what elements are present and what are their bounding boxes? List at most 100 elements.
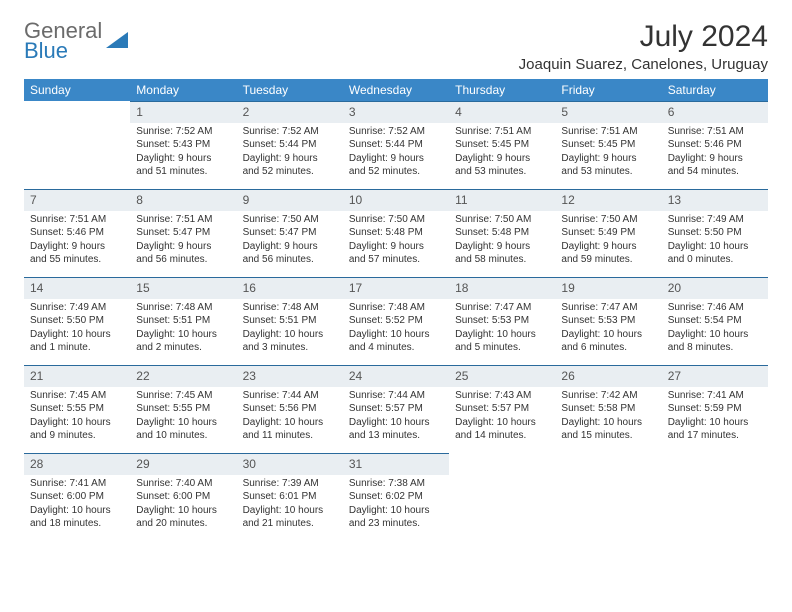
day-body: Sunrise: 7:51 AMSunset: 5:45 PMDaylight:…: [449, 123, 555, 179]
calendar-cell: 5Sunrise: 7:51 AMSunset: 5:45 PMDaylight…: [555, 101, 661, 189]
day-number: 25: [449, 365, 555, 387]
calendar-cell: 13Sunrise: 7:49 AMSunset: 5:50 PMDayligh…: [662, 189, 768, 277]
daylight-text: Daylight: 10 hours and 6 minutes.: [561, 328, 655, 355]
day-body: Sunrise: 7:46 AMSunset: 5:54 PMDaylight:…: [662, 299, 768, 355]
calendar-cell: 18Sunrise: 7:47 AMSunset: 5:53 PMDayligh…: [449, 277, 555, 365]
calendar-cell: [662, 453, 768, 541]
day-number: 21: [24, 365, 130, 387]
day-body: Sunrise: 7:52 AMSunset: 5:44 PMDaylight:…: [237, 123, 343, 179]
calendar-week-row: 1Sunrise: 7:52 AMSunset: 5:43 PMDaylight…: [24, 101, 768, 189]
calendar-cell: 27Sunrise: 7:41 AMSunset: 5:59 PMDayligh…: [662, 365, 768, 453]
calendar-cell: 26Sunrise: 7:42 AMSunset: 5:58 PMDayligh…: [555, 365, 661, 453]
sunrise-text: Sunrise: 7:52 AM: [136, 125, 230, 139]
calendar-cell: 7Sunrise: 7:51 AMSunset: 5:46 PMDaylight…: [24, 189, 130, 277]
daylight-text: Daylight: 9 hours and 56 minutes.: [243, 240, 337, 267]
day-number: 3: [343, 101, 449, 123]
calendar-week-row: 21Sunrise: 7:45 AMSunset: 5:55 PMDayligh…: [24, 365, 768, 453]
calendar-cell: 2Sunrise: 7:52 AMSunset: 5:44 PMDaylight…: [237, 101, 343, 189]
daylight-text: Daylight: 10 hours and 4 minutes.: [349, 328, 443, 355]
calendar-cell: 21Sunrise: 7:45 AMSunset: 5:55 PMDayligh…: [24, 365, 130, 453]
calendar-cell: 28Sunrise: 7:41 AMSunset: 6:00 PMDayligh…: [24, 453, 130, 541]
sunset-text: Sunset: 5:45 PM: [455, 138, 549, 152]
day-body: Sunrise: 7:48 AMSunset: 5:51 PMDaylight:…: [130, 299, 236, 355]
daylight-text: Daylight: 9 hours and 52 minutes.: [243, 152, 337, 179]
day-number: 17: [343, 277, 449, 299]
daylight-text: Daylight: 10 hours and 9 minutes.: [30, 416, 124, 443]
sunrise-text: Sunrise: 7:39 AM: [243, 477, 337, 491]
calendar-table: Sunday Monday Tuesday Wednesday Thursday…: [24, 79, 768, 541]
day-number: 20: [662, 277, 768, 299]
calendar-cell: [449, 453, 555, 541]
sunrise-text: Sunrise: 7:48 AM: [136, 301, 230, 315]
sunrise-text: Sunrise: 7:43 AM: [455, 389, 549, 403]
sunset-text: Sunset: 5:55 PM: [136, 402, 230, 416]
logo-line2: Blue: [24, 40, 102, 62]
day-body: Sunrise: 7:50 AMSunset: 5:47 PMDaylight:…: [237, 211, 343, 267]
calendar-cell: 3Sunrise: 7:52 AMSunset: 5:44 PMDaylight…: [343, 101, 449, 189]
sunrise-text: Sunrise: 7:46 AM: [668, 301, 762, 315]
sunrise-text: Sunrise: 7:51 AM: [136, 213, 230, 227]
sunset-text: Sunset: 5:51 PM: [243, 314, 337, 328]
daylight-text: Daylight: 10 hours and 21 minutes.: [243, 504, 337, 531]
sunset-text: Sunset: 5:55 PM: [30, 402, 124, 416]
sunset-text: Sunset: 6:02 PM: [349, 490, 443, 504]
daylight-text: Daylight: 10 hours and 23 minutes.: [349, 504, 443, 531]
sunrise-text: Sunrise: 7:47 AM: [455, 301, 549, 315]
sunset-text: Sunset: 5:46 PM: [30, 226, 124, 240]
calendar-cell: 22Sunrise: 7:45 AMSunset: 5:55 PMDayligh…: [130, 365, 236, 453]
daylight-text: Daylight: 9 hours and 51 minutes.: [136, 152, 230, 179]
daylight-text: Daylight: 9 hours and 52 minutes.: [349, 152, 443, 179]
weekday-row: Sunday Monday Tuesday Wednesday Thursday…: [24, 79, 768, 101]
calendar-cell: 9Sunrise: 7:50 AMSunset: 5:47 PMDaylight…: [237, 189, 343, 277]
daylight-text: Daylight: 10 hours and 10 minutes.: [136, 416, 230, 443]
day-number: 18: [449, 277, 555, 299]
sunset-text: Sunset: 5:46 PM: [668, 138, 762, 152]
sunrise-text: Sunrise: 7:52 AM: [349, 125, 443, 139]
sunrise-text: Sunrise: 7:47 AM: [561, 301, 655, 315]
sunrise-text: Sunrise: 7:44 AM: [243, 389, 337, 403]
day-body: Sunrise: 7:41 AMSunset: 5:59 PMDaylight:…: [662, 387, 768, 443]
day-body: Sunrise: 7:48 AMSunset: 5:51 PMDaylight:…: [237, 299, 343, 355]
sunset-text: Sunset: 5:57 PM: [349, 402, 443, 416]
sunset-text: Sunset: 6:00 PM: [30, 490, 124, 504]
calendar-cell: 11Sunrise: 7:50 AMSunset: 5:48 PMDayligh…: [449, 189, 555, 277]
sunset-text: Sunset: 5:45 PM: [561, 138, 655, 152]
daylight-text: Daylight: 9 hours and 53 minutes.: [561, 152, 655, 179]
calendar-week-row: 7Sunrise: 7:51 AMSunset: 5:46 PMDaylight…: [24, 189, 768, 277]
daylight-text: Daylight: 10 hours and 18 minutes.: [30, 504, 124, 531]
day-number: 30: [237, 453, 343, 475]
sunrise-text: Sunrise: 7:50 AM: [243, 213, 337, 227]
sunset-text: Sunset: 5:43 PM: [136, 138, 230, 152]
weekday-header: Wednesday: [343, 79, 449, 101]
calendar-cell: 29Sunrise: 7:40 AMSunset: 6:00 PMDayligh…: [130, 453, 236, 541]
title-block: July 2024 Joaquin Suarez, Canelones, Uru…: [519, 20, 768, 73]
day-body: Sunrise: 7:42 AMSunset: 5:58 PMDaylight:…: [555, 387, 661, 443]
day-body: Sunrise: 7:49 AMSunset: 5:50 PMDaylight:…: [662, 211, 768, 267]
sunrise-text: Sunrise: 7:50 AM: [349, 213, 443, 227]
weekday-header: Sunday: [24, 79, 130, 101]
daylight-text: Daylight: 9 hours and 57 minutes.: [349, 240, 443, 267]
logo-triangle-icon: [104, 28, 128, 55]
sunrise-text: Sunrise: 7:49 AM: [668, 213, 762, 227]
day-number: 26: [555, 365, 661, 387]
sunrise-text: Sunrise: 7:40 AM: [136, 477, 230, 491]
sunrise-text: Sunrise: 7:41 AM: [30, 477, 124, 491]
sunset-text: Sunset: 5:49 PM: [561, 226, 655, 240]
day-number: 15: [130, 277, 236, 299]
day-body: Sunrise: 7:48 AMSunset: 5:52 PMDaylight:…: [343, 299, 449, 355]
sunrise-text: Sunrise: 7:49 AM: [30, 301, 124, 315]
sunset-text: Sunset: 5:47 PM: [136, 226, 230, 240]
daylight-text: Daylight: 10 hours and 11 minutes.: [243, 416, 337, 443]
sunset-text: Sunset: 5:52 PM: [349, 314, 443, 328]
sunrise-text: Sunrise: 7:51 AM: [455, 125, 549, 139]
daylight-text: Daylight: 10 hours and 14 minutes.: [455, 416, 549, 443]
calendar-week-row: 28Sunrise: 7:41 AMSunset: 6:00 PMDayligh…: [24, 453, 768, 541]
day-number: 10: [343, 189, 449, 211]
sunset-text: Sunset: 5:51 PM: [136, 314, 230, 328]
day-body: Sunrise: 7:40 AMSunset: 6:00 PMDaylight:…: [130, 475, 236, 531]
day-body: Sunrise: 7:45 AMSunset: 5:55 PMDaylight:…: [24, 387, 130, 443]
day-number: 22: [130, 365, 236, 387]
day-number: 1: [130, 101, 236, 123]
sunset-text: Sunset: 5:54 PM: [668, 314, 762, 328]
day-body: Sunrise: 7:43 AMSunset: 5:57 PMDaylight:…: [449, 387, 555, 443]
